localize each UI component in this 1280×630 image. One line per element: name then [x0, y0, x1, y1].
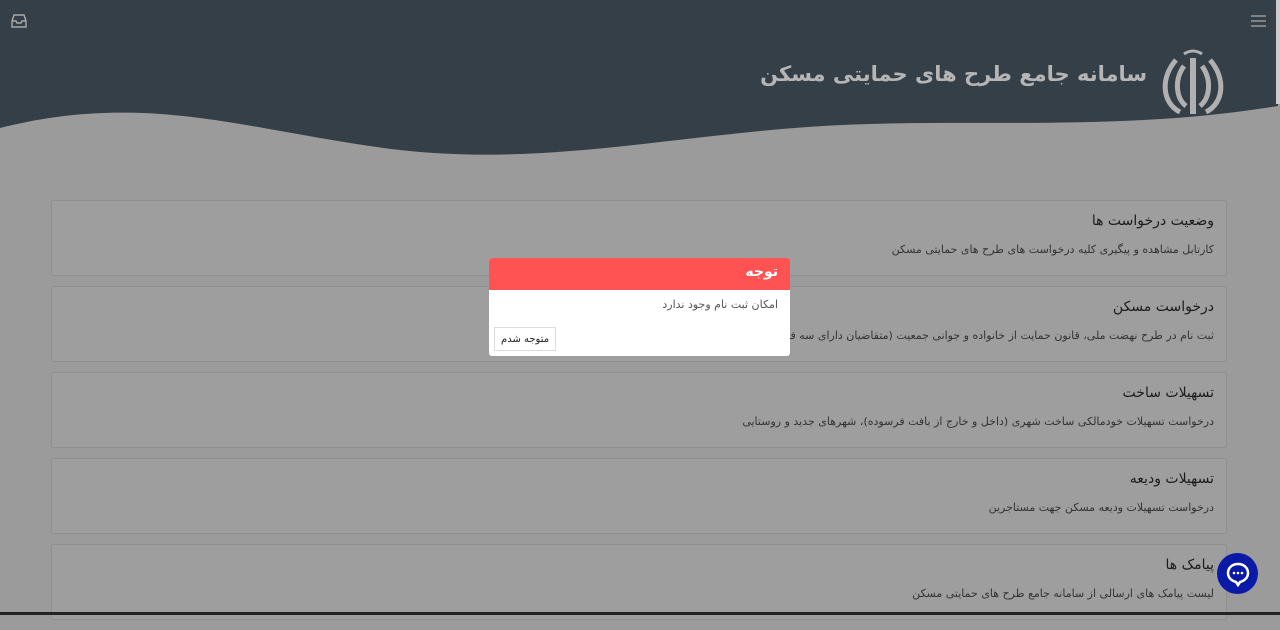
card-desc: ثبت نام در طرح نهضت ملی، قانون حمایت از … [760, 329, 1214, 342]
modal-title: توجه [489, 258, 790, 290]
ok-button[interactable]: متوجه شدم [494, 327, 557, 351]
card-title: تسهیلات ساخت [1122, 385, 1214, 401]
inbox-icon[interactable] [10, 12, 28, 30]
chat-bubble-icon [1226, 562, 1249, 587]
header-wave [0, 0, 1278, 155]
card-sms[interactable]: پیامک ها لیست پیامک های ارسالی از سامانه … [51, 544, 1227, 620]
header: سامانه جامع طرح های حمایتی مسکن [0, 0, 1280, 160]
modal-message: امکان ثبت نام وجود ندارد [662, 298, 778, 311]
card-desc: کارتابل مشاهده و پیگیری کلیه درخواست های… [891, 243, 1214, 256]
card-title: درخواست مسکن [1112, 299, 1214, 315]
page-title: سامانه جامع طرح های حمایتی مسکن [760, 62, 1147, 86]
card-deposit-loan[interactable]: تسهیلات ودیعه درخواست تسهیلات ودیعه مسکن … [51, 458, 1227, 534]
hamburger-menu-icon[interactable] [1251, 14, 1266, 28]
emblem-logo [1162, 49, 1224, 115]
card-title: تسهیلات ودیعه [1129, 471, 1214, 487]
card-desc: لیست پیامک های ارسالی از سامانه جامع طرح… [912, 587, 1214, 600]
card-construction-loan[interactable]: تسهیلات ساخت درخواست تسهیلات خودمالکی ساخ… [51, 372, 1227, 448]
card-desc: درخواست تسهیلات ودیعه مسکن جهت مستاجرین [988, 501, 1214, 514]
bottom-border [0, 612, 1280, 615]
alert-modal: توجه امکان ثبت نام وجود ندارد متوجه شدم [489, 258, 790, 356]
card-title: پیامک ها [1165, 557, 1214, 573]
card-title: وضعیت درخواست ها [1091, 213, 1214, 229]
chat-button[interactable] [1217, 553, 1258, 594]
card-desc: درخواست تسهیلات خودمالکی ساخت شهری (داخل… [742, 415, 1214, 428]
scrollbar[interactable] [1276, 0, 1280, 104]
